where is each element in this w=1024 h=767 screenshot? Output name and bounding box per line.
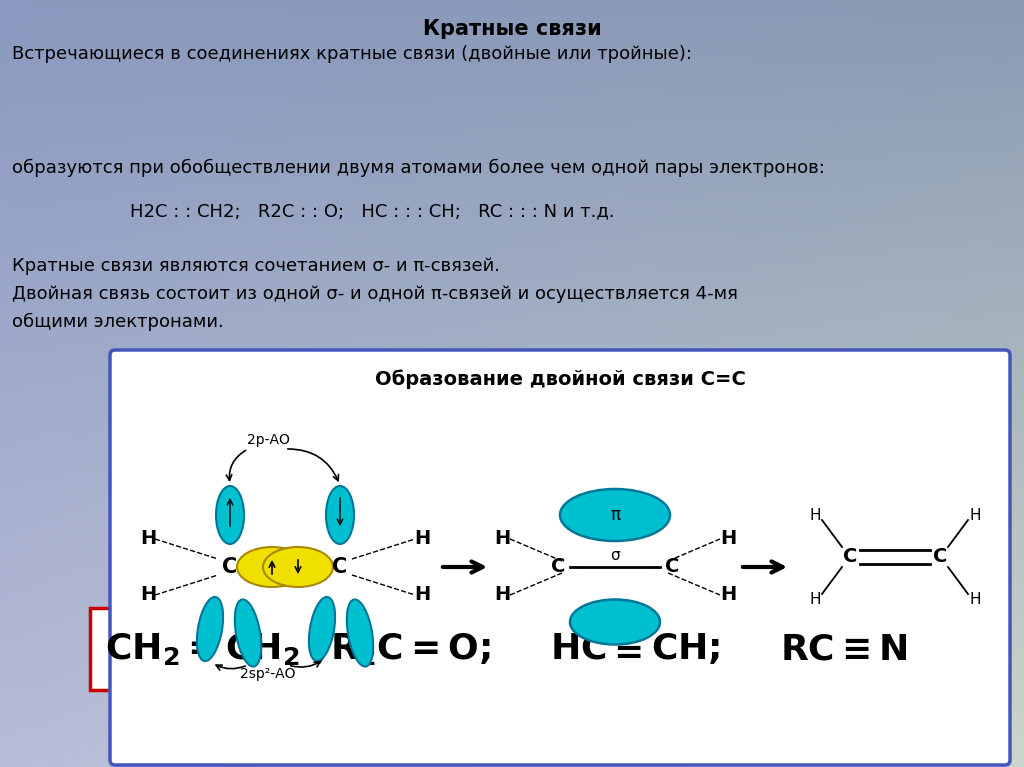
- Text: H: H: [809, 591, 821, 607]
- Text: Кратные связи: Кратные связи: [423, 19, 601, 39]
- Text: H: H: [720, 529, 736, 548]
- Text: H: H: [494, 585, 510, 604]
- Text: C: C: [665, 558, 679, 577]
- Text: 2p-АО: 2p-АО: [247, 433, 290, 447]
- Text: C: C: [222, 557, 238, 577]
- Text: H: H: [494, 529, 510, 548]
- Ellipse shape: [347, 600, 373, 667]
- Text: C: C: [933, 548, 947, 567]
- Text: C: C: [551, 558, 565, 577]
- Text: Двойная связь состоит из одной σ- и одной π-связей и осуществляется 4-мя: Двойная связь состоит из одной σ- и одно…: [12, 285, 738, 303]
- Ellipse shape: [309, 597, 335, 661]
- Text: π: π: [610, 506, 621, 524]
- Text: H2C : : CH2;   R2C : : O;   HC : : : CH;   RC : : : N и т.д.: H2C : : CH2; R2C : : O; HC : : : CH; RC …: [130, 202, 614, 220]
- Text: H: H: [140, 585, 156, 604]
- FancyBboxPatch shape: [110, 350, 1010, 765]
- Ellipse shape: [570, 600, 660, 644]
- Text: Кратные связи являются сочетанием σ- и π-связей.: Кратные связи являются сочетанием σ- и π…: [12, 257, 500, 275]
- Ellipse shape: [560, 489, 670, 541]
- Text: H: H: [414, 585, 430, 604]
- Text: образуются при обобществлении двумя атомами более чем одной пары электронов:: образуются при обобществлении двумя атом…: [12, 159, 825, 177]
- Ellipse shape: [216, 486, 244, 544]
- Text: общими электронами.: общими электронами.: [12, 313, 224, 331]
- Text: H: H: [970, 591, 981, 607]
- Text: Встречающиеся в соединениях кратные связи (двойные или тройные):: Встречающиеся в соединениях кратные связ…: [12, 45, 692, 63]
- Ellipse shape: [234, 600, 261, 667]
- Text: $\mathbf{CH_2{=}CH_2}$ ;: $\mathbf{CH_2{=}CH_2}$ ;: [105, 631, 326, 667]
- Text: H: H: [970, 508, 981, 522]
- Text: H: H: [809, 508, 821, 522]
- Ellipse shape: [197, 597, 223, 661]
- Text: 2sp²-АО: 2sp²-АО: [241, 667, 296, 681]
- Text: C: C: [333, 557, 347, 577]
- Text: $\mathbf{R_2C{=}O}$;: $\mathbf{R_2C{=}O}$;: [330, 631, 490, 667]
- Text: H: H: [720, 585, 736, 604]
- Text: H: H: [140, 529, 156, 548]
- Text: $\mathbf{HC{\equiv}CH}$;: $\mathbf{HC{\equiv}CH}$;: [550, 631, 720, 667]
- Text: $\mathbf{RC{\equiv}N}$: $\mathbf{RC{\equiv}N}$: [780, 632, 907, 666]
- Text: H: H: [414, 529, 430, 548]
- FancyBboxPatch shape: [90, 608, 990, 690]
- Ellipse shape: [326, 486, 354, 544]
- Ellipse shape: [263, 547, 333, 587]
- Ellipse shape: [237, 547, 307, 587]
- Text: Образование двойной связи С=С: Образование двойной связи С=С: [375, 369, 745, 389]
- Text: -: -: [646, 558, 652, 576]
- Text: -: -: [575, 558, 581, 576]
- Text: σ: σ: [610, 548, 620, 563]
- Text: C: C: [843, 548, 857, 567]
